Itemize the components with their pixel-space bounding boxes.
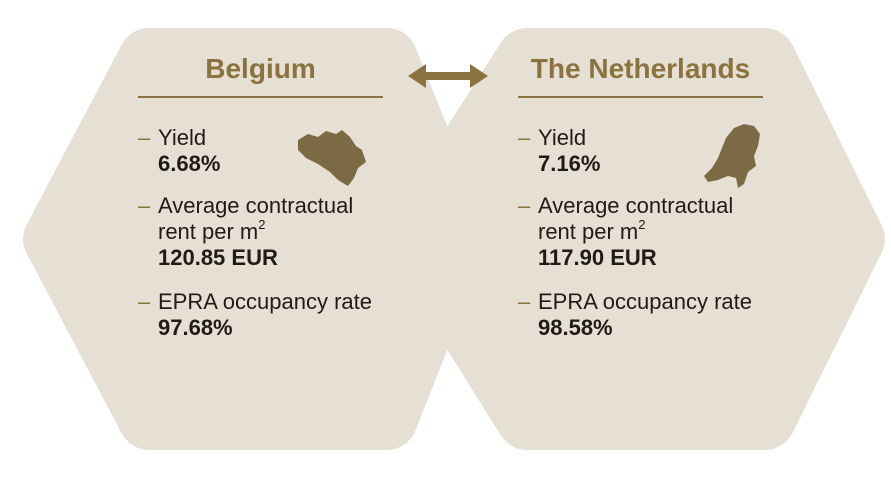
belgium-yield: – Yield 6.68% <box>138 125 398 177</box>
netherlands-rent-label-line1: Average contractual <box>538 193 734 218</box>
belgium-occupancy-label: EPRA occupancy rate <box>158 289 373 314</box>
belgium-occupancy: – EPRA occupancy rate 97.68% <box>138 289 398 341</box>
netherlands-occupancy: – EPRA occupancy rate 98.58% <box>518 289 768 341</box>
netherlands-rent: – Average contractual rent per m2 117.90… <box>518 193 768 271</box>
bullet-dash: – <box>138 125 151 150</box>
bullet-dash: – <box>138 289 151 314</box>
bullet-dash: – <box>518 289 531 314</box>
netherlands-hexagon <box>440 28 885 450</box>
belgium-rent-value: 120.85 EUR <box>158 245 278 270</box>
netherlands-yield-value: 7.16% <box>538 151 601 176</box>
belgium-rent-label-line2: rent per m <box>158 219 259 244</box>
netherlands-card: The Netherlands – Yield 7.16% – Average … <box>518 52 768 341</box>
bullet-dash: – <box>138 193 151 218</box>
belgium-rent-label-sup: 2 <box>258 216 266 232</box>
netherlands-occupancy-value: 98.58% <box>538 315 613 340</box>
netherlands-rent-value: 117.90 EUR <box>538 245 657 270</box>
netherlands-title: The Netherlands <box>518 52 763 98</box>
belgium-yield-value: 6.68% <box>158 151 221 176</box>
netherlands-occupancy-label: EPRA occupancy rate <box>538 289 753 314</box>
netherlands-rent-label-sup: 2 <box>638 216 646 232</box>
netherlands-map-icon <box>704 124 760 188</box>
double-arrow-icon <box>408 64 488 88</box>
netherlands-yield: – Yield 7.16% <box>518 125 768 177</box>
belgium-map-icon <box>298 130 366 186</box>
belgium-yield-label: Yield <box>158 125 207 150</box>
belgium-title: Belgium <box>138 52 383 98</box>
bullet-dash: – <box>518 125 531 150</box>
belgium-occupancy-value: 97.68% <box>158 315 233 340</box>
bullet-dash: – <box>518 193 531 218</box>
belgium-card: Belgium – Yield 6.68% – Average contract… <box>138 52 398 341</box>
belgium-rent-label-line1: Average contractual <box>158 193 354 218</box>
netherlands-rent-label-line2: rent per m <box>538 219 639 244</box>
netherlands-yield-label: Yield <box>538 125 587 150</box>
belgium-rent: – Average contractual rent per m2 120.85… <box>138 193 398 271</box>
